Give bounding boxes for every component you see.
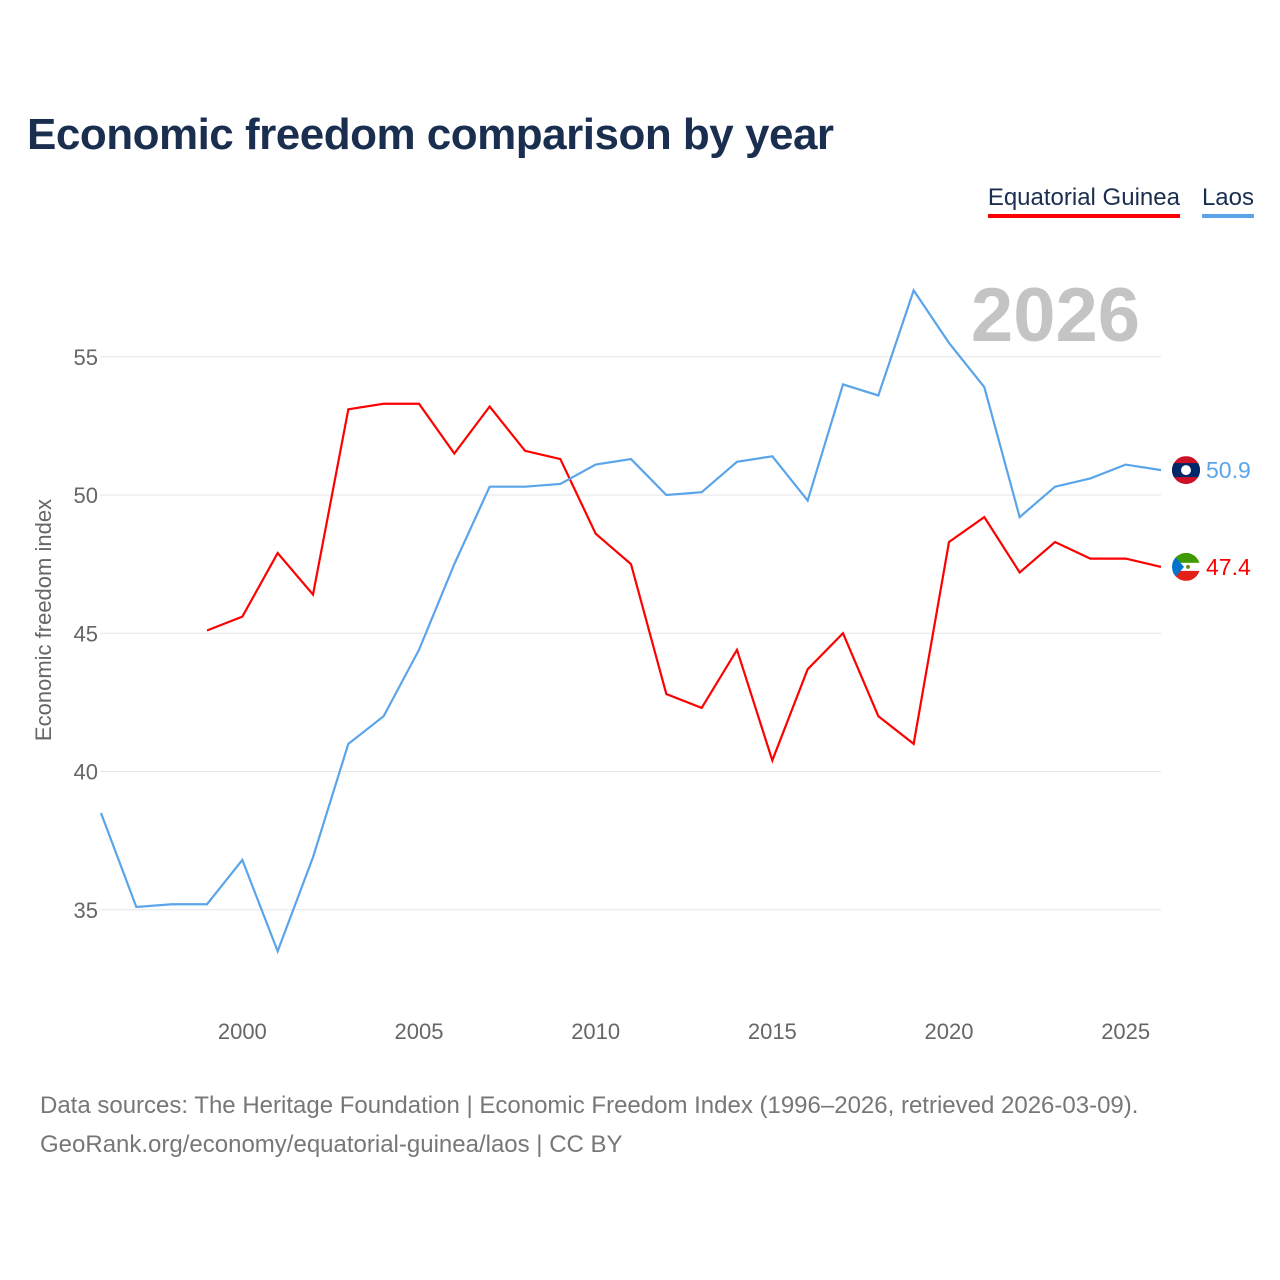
data-point[interactable]	[769, 757, 775, 763]
data-point[interactable]	[204, 901, 210, 907]
data-point[interactable]	[734, 647, 740, 653]
data-point[interactable]	[416, 401, 422, 407]
x-tick-label: 2025	[1101, 1019, 1150, 1044]
chart-title: Economic freedom comparison by year	[27, 110, 834, 159]
data-point[interactable]	[1052, 539, 1058, 545]
data-point[interactable]	[593, 462, 599, 468]
data-point[interactable]	[875, 713, 881, 719]
data-point[interactable]	[451, 561, 457, 567]
data-point[interactable]	[663, 691, 669, 697]
data-point[interactable]	[133, 904, 139, 910]
data-point[interactable]	[275, 948, 281, 954]
series-line-equatorial-guinea[interactable]	[206, 402, 1162, 764]
data-point[interactable]	[699, 489, 705, 495]
data-point[interactable]	[734, 459, 740, 465]
data-point[interactable]	[557, 481, 563, 487]
data-point[interactable]	[239, 857, 245, 863]
data-point[interactable]	[911, 287, 917, 293]
data-point[interactable]	[805, 666, 811, 672]
data-point[interactable]	[1017, 514, 1023, 520]
data-point[interactable]	[557, 456, 563, 462]
data-point[interactable]	[345, 741, 351, 747]
data-point[interactable]	[1017, 569, 1023, 575]
data-point[interactable]	[981, 514, 987, 520]
data-point[interactable]	[381, 713, 387, 719]
y-tick-label: 50	[74, 483, 98, 508]
data-point[interactable]	[946, 539, 952, 545]
data-point[interactable]	[416, 647, 422, 653]
data-point[interactable]	[840, 381, 846, 387]
data-point[interactable]	[239, 614, 245, 620]
data-point[interactable]	[1052, 484, 1058, 490]
x-tick-label: 2015	[748, 1019, 797, 1044]
data-point[interactable]	[487, 404, 493, 410]
x-tick-label: 2010	[571, 1019, 620, 1044]
data-point[interactable]	[169, 901, 175, 907]
data-point[interactable]	[699, 705, 705, 711]
source-text: Data sources: The Heritage Foundation | …	[40, 1092, 1139, 1119]
data-point[interactable]	[310, 592, 316, 598]
data-point[interactable]	[805, 498, 811, 504]
attribution-link[interactable]: GeoRank.org/economy/equatorial-guinea/la…	[40, 1131, 623, 1158]
data-point[interactable]	[1158, 564, 1164, 570]
y-tick-label: 35	[74, 898, 98, 923]
footer: Data sources: The Heritage Foundation | …	[40, 1086, 1138, 1164]
data-point[interactable]	[769, 453, 775, 459]
data-point[interactable]	[628, 456, 634, 462]
y-tick-label: 45	[74, 621, 98, 646]
data-point[interactable]	[345, 406, 351, 412]
legend-equatorial-guinea[interactable]: Equatorial Guinea	[987, 184, 1180, 218]
data-point[interactable]	[593, 531, 599, 537]
x-tick-label: 2000	[218, 1019, 267, 1044]
laos-flag-icon	[1172, 456, 1200, 485]
data-point[interactable]	[522, 484, 528, 490]
data-point[interactable]	[1158, 467, 1164, 473]
data-point[interactable]	[1123, 556, 1129, 562]
data-point[interactable]	[628, 561, 634, 567]
data-point[interactable]	[1087, 475, 1093, 481]
end-value-label: 47.4	[1206, 554, 1251, 580]
data-point[interactable]	[946, 340, 952, 346]
series-line-laos[interactable]	[99, 287, 1162, 955]
data-point[interactable]	[981, 384, 987, 390]
data-point[interactable]	[911, 741, 917, 747]
x-tick-label: 2020	[925, 1019, 974, 1044]
data-point[interactable]	[204, 627, 210, 633]
data-point[interactable]	[1123, 462, 1129, 468]
data-point[interactable]	[275, 550, 281, 556]
data-point[interactable]	[522, 448, 528, 454]
data-point[interactable]	[840, 630, 846, 636]
data-point[interactable]	[310, 854, 316, 860]
data-point[interactable]	[875, 392, 881, 398]
y-axis-label: Economic freedom index	[31, 499, 56, 741]
data-point[interactable]	[451, 451, 457, 457]
equatorial-guinea-flag-icon	[1172, 552, 1200, 581]
y-tick-label: 40	[74, 760, 98, 785]
year-watermark: 2026	[971, 273, 1140, 358]
legend-laos[interactable]: Laos	[1201, 184, 1254, 218]
data-point[interactable]	[1087, 556, 1093, 562]
y-tick-label: 55	[74, 345, 98, 370]
end-value-label: 50.9	[1206, 457, 1251, 483]
data-point[interactable]	[487, 484, 493, 490]
data-point[interactable]	[381, 401, 387, 407]
data-point[interactable]	[663, 492, 669, 498]
x-tick-label: 2005	[395, 1019, 444, 1044]
data-point[interactable]	[98, 810, 104, 816]
legend: Equatorial Guinea Laos	[987, 184, 1254, 218]
